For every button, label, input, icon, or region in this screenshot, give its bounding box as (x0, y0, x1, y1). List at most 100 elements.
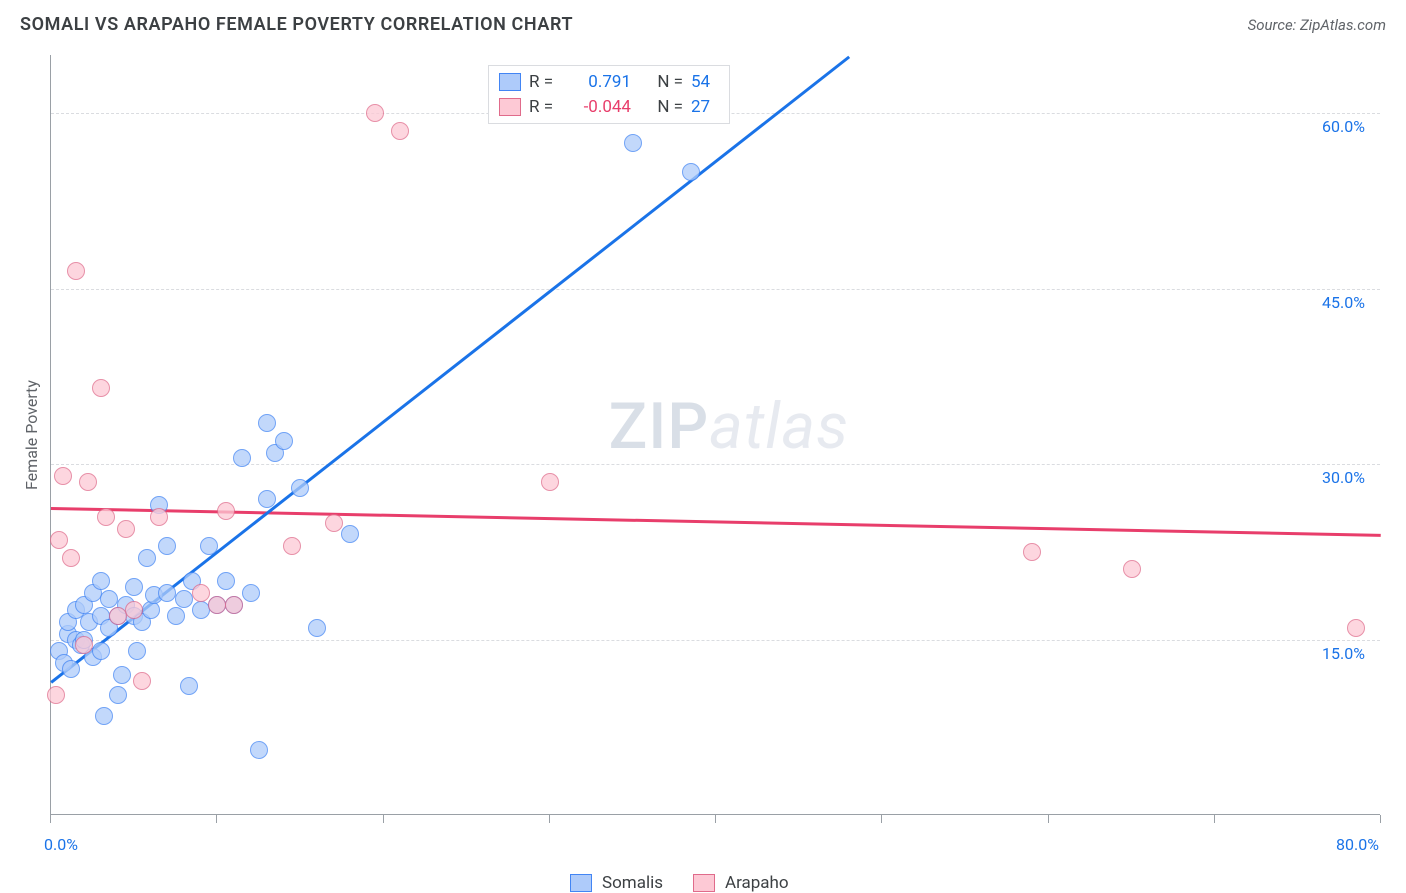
data-point-arapaho[interactable] (192, 584, 210, 602)
x-tick (715, 815, 716, 823)
data-point-somalis[interactable] (142, 601, 160, 619)
x-tick (50, 815, 51, 823)
data-point-somalis[interactable] (242, 584, 260, 602)
y-tick-label: 30.0% (1322, 468, 1365, 487)
x-tick (549, 815, 550, 823)
y-tick-label: 60.0% (1322, 117, 1365, 136)
data-point-arapaho[interactable] (50, 531, 68, 549)
x-tick (216, 815, 217, 823)
data-point-somalis[interactable] (217, 572, 235, 590)
data-point-arapaho[interactable] (75, 636, 93, 654)
gridline (51, 640, 1380, 641)
data-point-arapaho[interactable] (208, 596, 226, 614)
swatch-arapaho-icon (693, 874, 715, 892)
x-tick (1380, 815, 1381, 823)
data-point-arapaho[interactable] (117, 520, 135, 538)
data-point-arapaho[interactable] (47, 686, 65, 704)
data-point-arapaho[interactable] (97, 508, 115, 526)
chart-title: SOMALI VS ARAPAHO FEMALE POVERTY CORRELA… (20, 14, 573, 35)
data-point-arapaho[interactable] (133, 672, 151, 690)
x-min-label: 0.0% (44, 835, 78, 854)
correlation-legend: R = 0.791 N = 54 R = -0.044 N = 27 (488, 65, 730, 124)
swatch-arapaho (499, 98, 521, 116)
data-point-arapaho[interactable] (62, 549, 80, 567)
data-point-somalis[interactable] (167, 607, 185, 625)
data-point-somalis[interactable] (250, 741, 268, 759)
data-point-arapaho[interactable] (1023, 543, 1041, 561)
data-point-arapaho[interactable] (79, 473, 97, 491)
data-point-arapaho[interactable] (283, 537, 301, 555)
data-point-arapaho[interactable] (150, 508, 168, 526)
data-point-somalis[interactable] (95, 707, 113, 725)
data-point-arapaho[interactable] (1123, 560, 1141, 578)
data-point-arapaho[interactable] (366, 104, 384, 122)
legend-label-arapaho: Arapaho (725, 873, 789, 893)
data-point-somalis[interactable] (624, 134, 642, 152)
r-label: R = (529, 95, 563, 120)
n-value-arapaho: 27 (691, 95, 719, 120)
y-tick-label: 45.0% (1322, 293, 1365, 312)
data-point-somalis[interactable] (109, 686, 127, 704)
data-point-somalis[interactable] (62, 660, 80, 678)
legend-item-somalis[interactable]: Somalis (570, 873, 663, 893)
data-point-somalis[interactable] (200, 537, 218, 555)
data-point-arapaho[interactable] (1347, 619, 1365, 637)
data-point-somalis[interactable] (308, 619, 326, 637)
n-label: N = (639, 70, 683, 95)
data-point-somalis[interactable] (113, 666, 131, 684)
data-point-somalis[interactable] (341, 525, 359, 543)
data-point-somalis[interactable] (192, 601, 210, 619)
data-point-somalis[interactable] (180, 677, 198, 695)
data-point-arapaho[interactable] (92, 379, 110, 397)
gridline (51, 289, 1380, 290)
gridline (51, 464, 1380, 465)
data-point-somalis[interactable] (158, 537, 176, 555)
data-point-arapaho[interactable] (225, 596, 243, 614)
r-label: R = (529, 70, 563, 95)
data-point-arapaho[interactable] (109, 607, 127, 625)
series-legend: Somalis Arapaho (570, 873, 789, 893)
data-point-arapaho[interactable] (541, 473, 559, 491)
chart-header: SOMALI VS ARAPAHO FEMALE POVERTY CORRELA… (0, 0, 1406, 45)
n-value-somalis: 54 (691, 70, 719, 95)
data-point-somalis[interactable] (92, 572, 110, 590)
n-label: N = (639, 95, 683, 120)
x-tick (881, 815, 882, 823)
r-value-somalis: 0.791 (571, 70, 631, 95)
data-point-arapaho[interactable] (391, 122, 409, 140)
data-point-somalis[interactable] (100, 590, 118, 608)
legend-item-arapaho[interactable]: Arapaho (693, 873, 789, 893)
r-value-arapaho: -0.044 (571, 95, 631, 120)
data-point-somalis[interactable] (291, 479, 309, 497)
data-point-arapaho[interactable] (125, 601, 143, 619)
source-label: Source: ZipAtlas.com (1248, 16, 1386, 34)
legend-label-somalis: Somalis (602, 873, 663, 893)
plot-area (50, 55, 1380, 815)
data-point-arapaho[interactable] (67, 262, 85, 280)
data-point-somalis[interactable] (138, 549, 156, 567)
swatch-somalis (499, 73, 521, 91)
data-point-somalis[interactable] (682, 163, 700, 181)
data-point-somalis[interactable] (128, 642, 146, 660)
trendline (51, 507, 1381, 536)
data-point-somalis[interactable] (233, 449, 251, 467)
y-tick-label: 15.0% (1322, 644, 1365, 663)
data-point-somalis[interactable] (175, 590, 193, 608)
data-point-arapaho[interactable] (325, 514, 343, 532)
x-max-label: 80.0% (1336, 835, 1379, 854)
data-point-somalis[interactable] (92, 642, 110, 660)
x-tick (1048, 815, 1049, 823)
legend-row-arapaho: R = -0.044 N = 27 (499, 95, 719, 120)
data-point-somalis[interactable] (258, 414, 276, 432)
data-point-arapaho[interactable] (217, 502, 235, 520)
data-point-somalis[interactable] (275, 432, 293, 450)
data-point-somalis[interactable] (125, 578, 143, 596)
data-point-somalis[interactable] (158, 584, 176, 602)
data-point-somalis[interactable] (258, 490, 276, 508)
data-point-arapaho[interactable] (54, 467, 72, 485)
legend-row-somalis: R = 0.791 N = 54 (499, 70, 719, 95)
y-axis-label: Female Poverty (22, 380, 41, 490)
x-tick (383, 815, 384, 823)
chart-container: ZIPatlas R = 0.791 N = 54 R = -0.044 N =… (0, 45, 1406, 889)
x-tick (1214, 815, 1215, 823)
